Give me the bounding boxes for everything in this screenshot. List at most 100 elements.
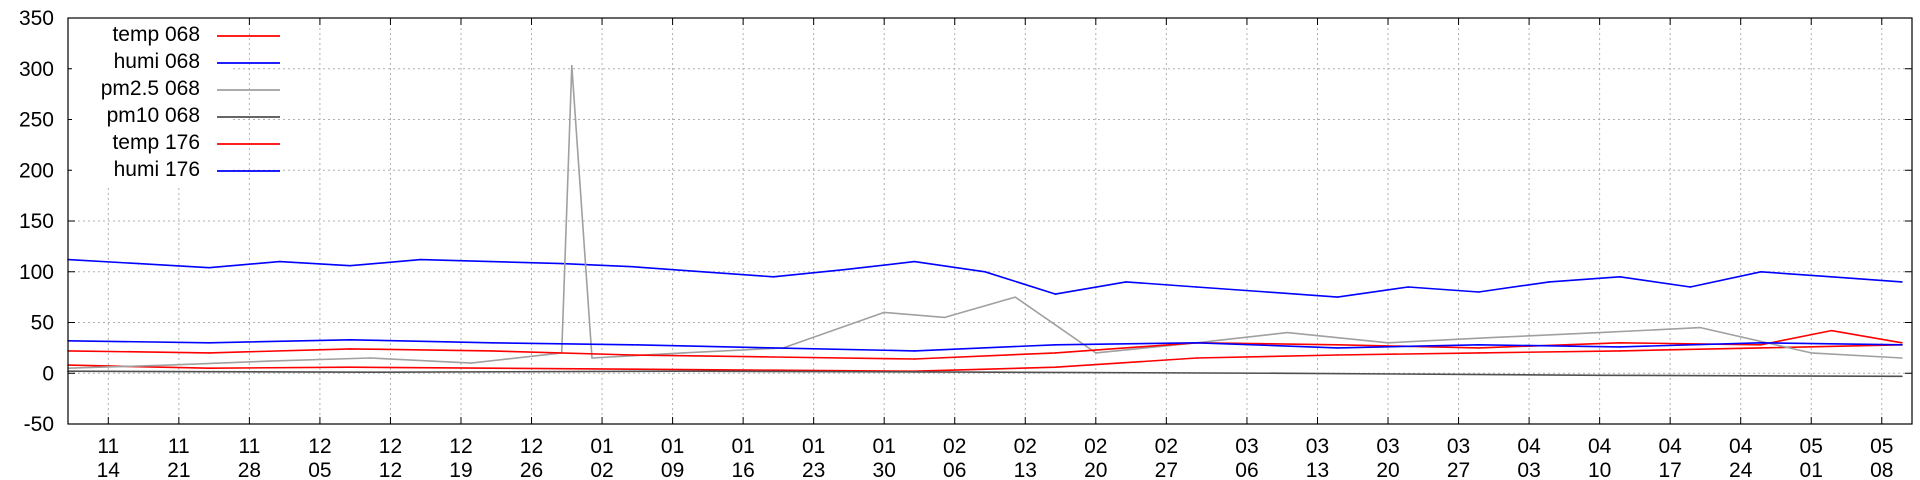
data-point (883, 311, 885, 314)
data-point (943, 316, 946, 319)
data-point (1336, 296, 1339, 298)
x-tick-label-day: 30 (873, 459, 896, 480)
y-tick-label: 200 (19, 159, 54, 182)
x-tick-label-month: 12 (449, 435, 472, 458)
data-point (137, 262, 140, 265)
data-point (913, 260, 916, 263)
x-tick-label-month: 02 (1155, 435, 1178, 458)
data-point (369, 357, 372, 359)
data-point (1598, 374, 1601, 377)
y-tick-label: 100 (19, 261, 54, 284)
data-point (913, 350, 916, 352)
data-point (681, 352, 684, 354)
data-point (1901, 375, 1903, 378)
legend-box (72, 18, 232, 188)
data-point (1407, 286, 1409, 288)
x-tick-label-day: 14 (97, 459, 121, 480)
data-point (349, 338, 351, 341)
data-point (1477, 347, 1480, 349)
x-tick-label-day: 13 (1014, 459, 1037, 480)
x-tick-label-month: 01 (661, 435, 684, 458)
x-tick-label-day: 09 (661, 459, 684, 480)
data-point (591, 357, 593, 359)
x-tick-label-month: 12 (520, 435, 543, 458)
x-tick-label-day: 16 (731, 459, 754, 480)
data-point (560, 262, 563, 265)
data-point (1901, 357, 1903, 359)
x-tick-label-day: 21 (167, 459, 190, 480)
data-point (772, 356, 775, 358)
data-point (490, 260, 493, 263)
data-point (1548, 281, 1551, 283)
data-point (470, 362, 472, 364)
series-group (67, 64, 1903, 378)
data-point (1830, 276, 1833, 278)
x-tick-label-day: 28 (238, 459, 261, 480)
x-tick-label-day: 27 (1155, 459, 1178, 480)
y-tick-label: 250 (19, 109, 54, 132)
data-point (1054, 352, 1057, 354)
data-point (349, 366, 351, 368)
x-tick-label-month: 02 (1014, 435, 1037, 458)
x-tick-label-month: 02 (1084, 435, 1107, 458)
x-tick-label-day: 06 (1235, 459, 1258, 480)
data-point (1336, 347, 1339, 349)
data-point (369, 371, 372, 374)
x-tick-label-day: 19 (449, 459, 472, 480)
data-point (1477, 352, 1480, 354)
data-point (681, 370, 684, 373)
data-point (1195, 342, 1198, 344)
x-tick-label-month: 12 (308, 435, 331, 458)
data-point (631, 354, 634, 356)
x-tick-label-month: 11 (168, 435, 190, 458)
x-tick-label-month: 04 (1729, 435, 1753, 458)
y-tick-label: 0 (42, 362, 54, 385)
data-point (167, 364, 170, 366)
legend-label: humi 176 (114, 158, 200, 181)
data-point (278, 260, 281, 263)
data-point (1477, 291, 1480, 293)
data-point (1477, 344, 1480, 346)
series-line-1 (67, 258, 1902, 298)
data-point (1598, 331, 1601, 334)
data-point (1618, 346, 1621, 348)
legend-label: pm10 068 (107, 104, 200, 127)
grid (68, 18, 1912, 424)
x-tick-label-month: 03 (1235, 435, 1258, 458)
data-point (631, 368, 634, 370)
data-point (490, 342, 493, 344)
data-point (208, 342, 210, 344)
x-tick-label-month: 01 (802, 435, 825, 458)
x-tick-label-day: 13 (1306, 459, 1329, 480)
x-tick-label-day: 20 (1084, 459, 1107, 480)
data-point (1689, 286, 1692, 288)
data-point (490, 350, 493, 352)
data-point (1054, 293, 1057, 295)
x-tick-label-month: 04 (1588, 435, 1612, 458)
data-point (1699, 326, 1702, 329)
data-point (1125, 281, 1127, 283)
legend-label: humi 068 (114, 50, 200, 73)
x-tick-label-day: 27 (1447, 459, 1470, 480)
data-point (490, 367, 493, 369)
data-point (1810, 352, 1813, 354)
legend-label: temp 068 (112, 23, 200, 46)
x-tick-label-day: 08 (1870, 459, 1893, 480)
data-point (1286, 331, 1289, 334)
y-tick-label: 350 (19, 7, 54, 30)
y-tick-label: 150 (19, 210, 54, 233)
data-point (1901, 344, 1903, 346)
data-point (349, 264, 351, 267)
data-point (1760, 270, 1762, 273)
data-point (208, 352, 210, 354)
axes: -500501001502002503003501114112111281205… (19, 7, 1912, 480)
x-tick-label-month: 01 (590, 435, 613, 458)
data-point (1901, 342, 1903, 344)
data-point (631, 265, 634, 268)
data-point (1760, 342, 1762, 344)
x-tick-label-month: 05 (1800, 435, 1823, 458)
data-point (1901, 281, 1903, 283)
x-tick-label-day: 05 (308, 459, 331, 480)
data-point (1054, 344, 1057, 346)
legend-label: pm2.5 068 (101, 77, 200, 100)
